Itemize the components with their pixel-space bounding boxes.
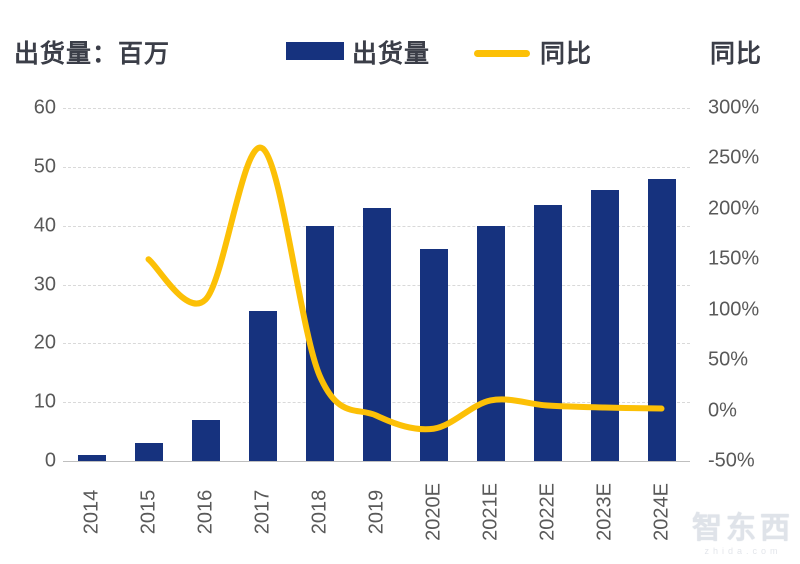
- yoy-line: [145, 144, 665, 433]
- y-axis-tick-right: 300%: [708, 96, 760, 119]
- gridline: [63, 108, 690, 109]
- y-axis-tick-left: 40: [33, 214, 56, 237]
- bar-2019: [362, 208, 391, 461]
- y-axis-tick-left: 20: [33, 331, 56, 354]
- y-axis-tick-left: 60: [33, 96, 56, 119]
- bar-2022E: [533, 205, 562, 461]
- bar-2021E: [476, 225, 505, 461]
- legend-bar-swatch-icon: [286, 42, 344, 60]
- x-axis-label: 2014: [80, 489, 102, 535]
- watermark: 智东西 zhida.com: [692, 512, 794, 557]
- y-axis-tick-right: 200%: [708, 197, 760, 220]
- y-axis-tick-left: 10: [33, 390, 56, 413]
- y-axis-tick-right: 50%: [708, 348, 749, 371]
- y-axis-tick-left: 50: [33, 155, 56, 178]
- x-axis-label: 2017: [251, 489, 273, 535]
- bar-2014: [77, 455, 106, 461]
- x-axis-label: 2021E: [479, 483, 501, 541]
- x-axis-label: 2024E: [650, 483, 672, 541]
- legend-bar-label: 出货量: [352, 41, 431, 68]
- bar-2017: [248, 310, 277, 461]
- x-axis-label: 2023E: [593, 483, 615, 541]
- bar-2020E: [419, 249, 448, 461]
- x-axis-label: 2016: [194, 489, 216, 535]
- bar-2015: [134, 443, 163, 461]
- y-axis-tick-right: 100%: [708, 298, 760, 321]
- y-axis-tick-right: 250%: [708, 146, 760, 169]
- legend-line-label: 同比: [540, 41, 593, 68]
- bar-2024E: [647, 178, 676, 461]
- y-axis-tick-right: -50%: [708, 449, 755, 472]
- bar-2023E: [590, 190, 619, 461]
- y-axis-tick-left: 30: [33, 273, 56, 295]
- watermark-subtitle: zhida.com: [704, 546, 782, 556]
- gridline: [63, 166, 690, 168]
- y-axis-tick-right: 0%: [708, 399, 737, 422]
- legend-line-swatch-icon: [474, 50, 530, 57]
- y-axis-tick-right: 150%: [708, 247, 760, 270]
- x-axis-label: 2022E: [536, 483, 558, 541]
- x-axis-label: 2020E: [422, 483, 444, 541]
- x-axis-label: 2015: [137, 489, 159, 535]
- x-axis-label: 2018: [308, 489, 330, 535]
- right-axis-title: 同比: [710, 41, 763, 68]
- x-axis-label: 2019: [365, 489, 387, 535]
- y-axis-tick-left: 0: [44, 449, 56, 472]
- bar-2016: [191, 419, 220, 461]
- x-axis-line: [63, 461, 690, 462]
- bar-2018: [305, 225, 334, 461]
- left-axis-title: 出货量：百万: [14, 41, 171, 68]
- watermark-title: 智东西: [692, 512, 794, 545]
